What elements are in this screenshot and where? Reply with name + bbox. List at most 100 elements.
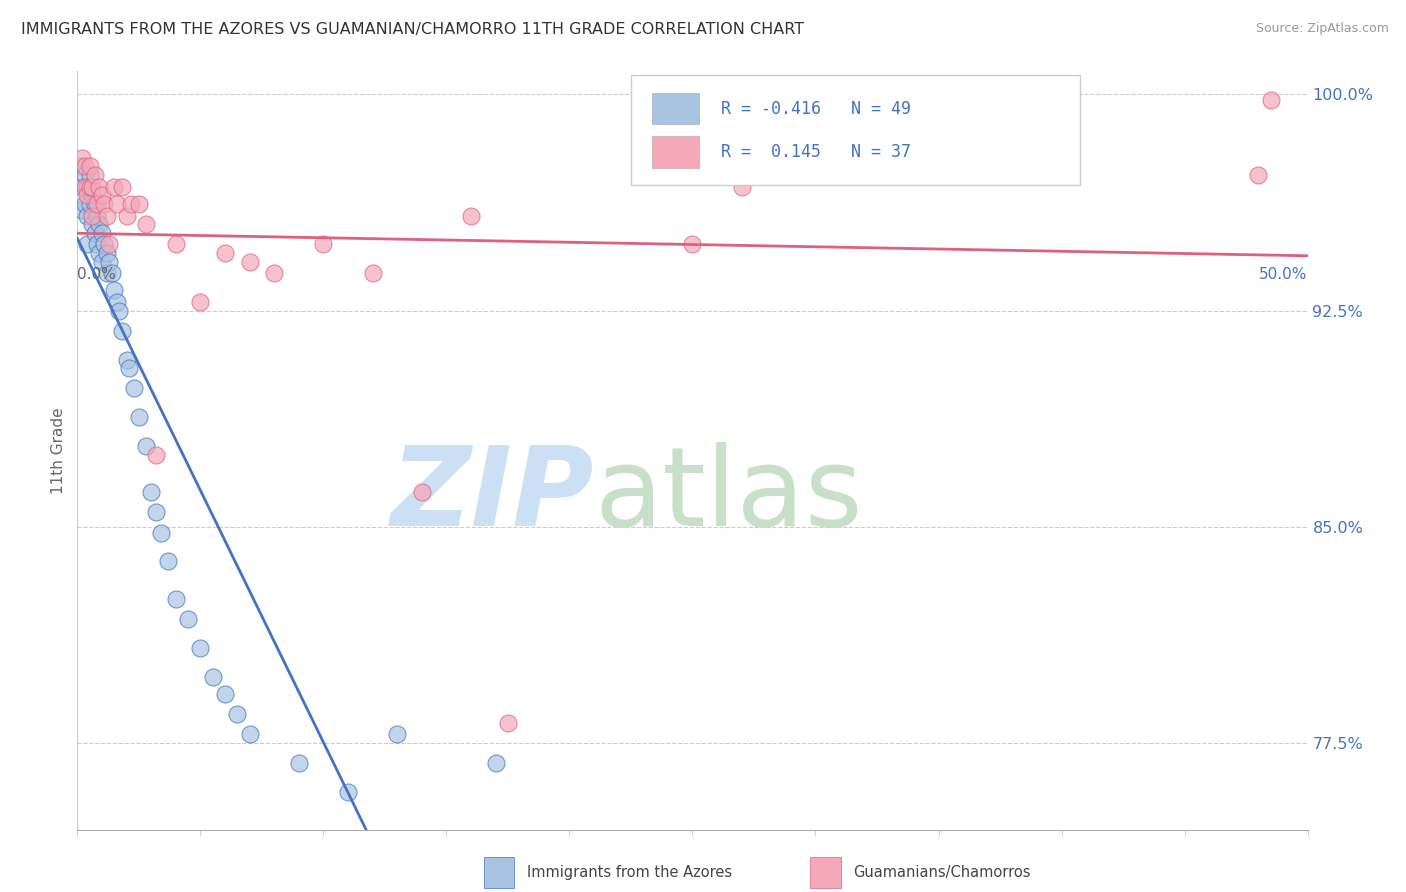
Text: 50.0%: 50.0% <box>1260 267 1308 282</box>
FancyBboxPatch shape <box>652 93 699 125</box>
Point <box>135 217 157 231</box>
Text: R = -0.416   N = 49: R = -0.416 N = 49 <box>721 100 911 118</box>
Point <box>69 160 91 174</box>
Point <box>165 237 187 252</box>
Point <box>73 179 96 194</box>
Point <box>96 266 118 280</box>
Point <box>150 525 173 540</box>
Point <box>115 209 138 223</box>
Point <box>70 179 93 194</box>
Point <box>83 168 105 182</box>
Point <box>101 266 124 280</box>
Point <box>89 246 111 260</box>
Text: atlas: atlas <box>595 442 862 549</box>
Point <box>141 485 163 500</box>
Point <box>83 226 105 240</box>
Point <box>201 670 224 684</box>
FancyBboxPatch shape <box>631 75 1080 186</box>
Point <box>145 448 167 462</box>
Point <box>214 687 236 701</box>
Point <box>361 266 384 280</box>
Point <box>312 237 335 252</box>
Point <box>98 254 121 268</box>
Point <box>121 197 143 211</box>
Point <box>90 254 114 268</box>
Point <box>76 209 98 223</box>
Point <box>165 591 187 606</box>
Point <box>214 246 236 260</box>
Point <box>82 188 104 202</box>
Point <box>111 324 132 338</box>
Point <box>108 303 131 318</box>
Point <box>288 756 311 771</box>
Point <box>485 756 508 771</box>
Point <box>122 382 145 396</box>
Point <box>93 197 115 211</box>
Point <box>460 209 482 223</box>
Point <box>118 361 141 376</box>
Y-axis label: 11th Grade: 11th Grade <box>51 407 66 494</box>
Point <box>1260 93 1282 107</box>
Point <box>86 197 108 211</box>
Text: ZIP: ZIP <box>391 442 595 549</box>
Text: Immigrants from the Azores: Immigrants from the Azores <box>527 865 733 880</box>
Point <box>90 226 114 240</box>
Point <box>115 352 138 367</box>
Point <box>263 266 285 280</box>
Point <box>682 237 704 252</box>
Point <box>79 179 101 194</box>
Point <box>385 727 409 741</box>
Text: R =  0.145   N = 37: R = 0.145 N = 37 <box>721 143 911 161</box>
Point <box>76 237 98 252</box>
Point <box>79 197 101 211</box>
Point <box>89 179 111 194</box>
Point <box>239 254 262 268</box>
Point <box>70 202 93 217</box>
Point <box>157 554 180 568</box>
Point <box>76 179 98 194</box>
Point <box>82 217 104 231</box>
FancyBboxPatch shape <box>652 136 699 168</box>
Point <box>82 179 104 194</box>
Point <box>177 612 200 626</box>
Point <box>73 168 96 182</box>
Point <box>82 209 104 223</box>
Point <box>337 785 360 799</box>
Point <box>188 640 212 655</box>
Point <box>1247 168 1270 182</box>
Point <box>135 439 157 453</box>
Point <box>89 217 111 231</box>
Point <box>93 237 115 252</box>
Point <box>86 209 108 223</box>
Point <box>96 209 118 223</box>
Point <box>411 485 433 500</box>
Point <box>145 505 167 519</box>
Point <box>496 715 519 730</box>
Point <box>128 410 150 425</box>
Point <box>188 295 212 310</box>
Point <box>103 284 125 298</box>
Point <box>70 151 93 165</box>
Text: Source: ZipAtlas.com: Source: ZipAtlas.com <box>1256 22 1389 36</box>
Point <box>103 179 125 194</box>
Point <box>79 160 101 174</box>
Point <box>73 197 96 211</box>
Point <box>226 707 249 722</box>
Point <box>90 188 114 202</box>
Point <box>76 188 98 202</box>
Point <box>239 727 262 741</box>
Point <box>86 237 108 252</box>
Text: 0.0%: 0.0% <box>77 267 117 282</box>
Point <box>73 160 96 174</box>
Point <box>105 295 128 310</box>
Point <box>128 197 150 211</box>
Point <box>79 168 101 182</box>
Point <box>98 237 121 252</box>
Text: IMMIGRANTS FROM THE AZORES VS GUAMANIAN/CHAMORRO 11TH GRADE CORRELATION CHART: IMMIGRANTS FROM THE AZORES VS GUAMANIAN/… <box>21 22 804 37</box>
Point <box>83 197 105 211</box>
Point <box>731 179 754 194</box>
Point <box>111 179 132 194</box>
Text: Guamanians/Chamorros: Guamanians/Chamorros <box>853 865 1031 880</box>
Point <box>96 246 118 260</box>
Point <box>105 197 128 211</box>
